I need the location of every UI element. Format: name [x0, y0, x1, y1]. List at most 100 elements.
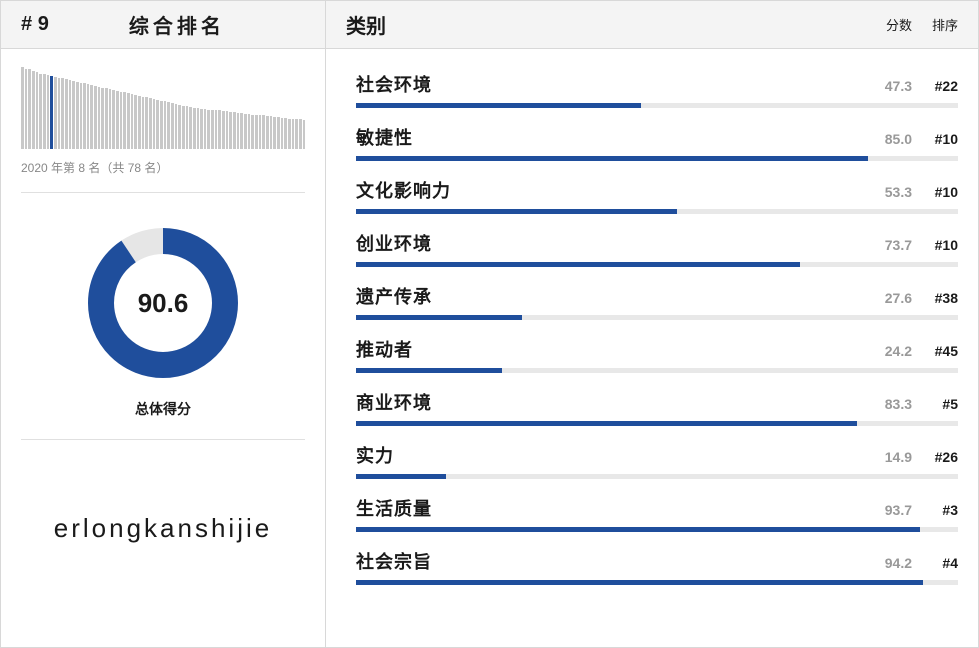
category-bar-fill — [356, 209, 677, 214]
category-name: 生活质量 — [356, 495, 870, 521]
category-name: 敏捷性 — [356, 124, 870, 150]
distribution-bar — [65, 79, 68, 149]
category-bar-fill — [356, 315, 522, 320]
category-bar-fill — [356, 262, 800, 267]
category-bar-track — [356, 103, 958, 108]
distribution-bar — [233, 112, 236, 149]
distribution-bar — [277, 117, 280, 149]
distribution-bar — [295, 119, 298, 149]
distribution-bar — [28, 69, 31, 149]
distribution-bar — [149, 98, 152, 149]
distribution-bar — [69, 80, 72, 149]
category-row-top: 文化影响力53.3#10 — [356, 177, 958, 203]
distribution-bar — [204, 109, 207, 149]
category-row-top: 生活质量93.7#3 — [356, 495, 958, 521]
distribution-bar — [186, 106, 189, 149]
svg-text:90.6: 90.6 — [138, 288, 189, 318]
category-score: 83.3 — [870, 396, 912, 412]
category-row: 生活质量93.7#3 — [356, 495, 958, 532]
left-body: 2020 年第 8 名（共 78 名） 90.6 总体得分 erlongkans… — [1, 49, 325, 647]
distribution-bar — [259, 115, 262, 149]
distribution-bar — [25, 69, 28, 149]
distribution-bar — [266, 116, 269, 149]
category-score: 85.0 — [870, 131, 912, 147]
distribution-bar — [303, 120, 306, 149]
category-name: 商业环境 — [356, 389, 870, 415]
rank-digit: 9 — [38, 13, 49, 35]
category-name: 文化影响力 — [356, 177, 870, 203]
distribution-bar — [153, 99, 156, 149]
category-score: 24.2 — [870, 343, 912, 359]
category-bar-fill — [356, 103, 641, 108]
category-bar-fill — [356, 474, 446, 479]
distribution-bar — [200, 109, 203, 149]
category-row-top: 敏捷性85.0#10 — [356, 124, 958, 150]
donut-label: 总体得分 — [135, 399, 191, 419]
distribution-bar — [32, 71, 35, 149]
category-rank: #38 — [912, 290, 958, 306]
category-score: 14.9 — [870, 449, 912, 465]
distribution-bar — [171, 103, 174, 149]
category-score: 73.7 — [870, 237, 912, 253]
distribution-bar — [105, 88, 108, 149]
distribution-bar — [131, 94, 134, 149]
dashboard: # 9 综合排名 2020 年第 8 名（共 78 名） 90.6 总体得分 e… — [0, 0, 979, 648]
category-bar-track — [356, 262, 958, 267]
distribution-bar — [116, 91, 119, 149]
category-row: 社会宗旨94.2#4 — [356, 548, 958, 585]
category-rank: #4 — [912, 555, 958, 571]
category-bar-track — [356, 527, 958, 532]
category-rank: #26 — [912, 449, 958, 465]
distribution-bar — [138, 96, 141, 149]
category-name: 推动者 — [356, 336, 870, 362]
distribution-bar — [43, 74, 46, 149]
distribution-bar — [167, 102, 170, 149]
distribution-bar — [36, 72, 39, 149]
category-row-top: 商业环境83.3#5 — [356, 389, 958, 415]
distribution-bar — [142, 97, 145, 149]
donut-chart-wrap: 90.6 总体得分 — [21, 193, 305, 439]
category-bar-fill — [356, 580, 923, 585]
distribution-bar — [94, 86, 97, 149]
distribution-bar — [244, 114, 247, 149]
category-score: 27.6 — [870, 290, 912, 306]
categories-header-rank: 排序 — [912, 15, 958, 34]
category-row-top: 社会宗旨94.2#4 — [356, 548, 958, 574]
distribution-bar — [98, 87, 101, 149]
category-bar-track — [356, 209, 958, 214]
distribution-bar — [58, 78, 61, 149]
donut-chart: 90.6 — [83, 223, 243, 383]
left-panel: # 9 综合排名 2020 年第 8 名（共 78 名） 90.6 总体得分 e… — [1, 1, 326, 647]
distribution-bar — [101, 88, 104, 150]
category-row: 实力14.9#26 — [356, 442, 958, 479]
category-name: 社会宗旨 — [356, 548, 870, 574]
distribution-bar — [222, 111, 225, 149]
distribution-bar — [193, 108, 196, 149]
category-row-top: 实力14.9#26 — [356, 442, 958, 468]
overall-rank-title: 综合排名 — [89, 10, 305, 39]
category-score: 53.3 — [870, 184, 912, 200]
distribution-bar — [47, 75, 50, 149]
category-rank: #10 — [912, 131, 958, 147]
distribution-bar — [54, 77, 57, 149]
distribution-bar — [61, 78, 64, 149]
category-bar-track — [356, 156, 958, 161]
category-rank: #22 — [912, 78, 958, 94]
category-bar-fill — [356, 527, 920, 532]
category-row-top: 遗产传承27.6#38 — [356, 283, 958, 309]
right-panel: 类别 分数 排序 社会环境47.3#22敏捷性85.0#10文化影响力53.3#… — [326, 1, 978, 647]
distribution-bar — [207, 110, 210, 149]
distribution-bar — [226, 111, 229, 149]
distribution-bar — [112, 90, 115, 149]
distribution-bar — [248, 114, 251, 149]
category-bar-track — [356, 368, 958, 373]
distribution-bar — [175, 104, 178, 149]
categories-header-title: 类别 — [346, 10, 870, 39]
rank-prefix: # — [21, 13, 38, 35]
right-header: 类别 分数 排序 — [326, 1, 978, 49]
distribution-bar — [240, 113, 243, 149]
distribution-bar — [145, 97, 148, 149]
category-score: 47.3 — [870, 78, 912, 94]
distribution-bar — [164, 101, 167, 149]
distribution-bar — [123, 92, 126, 149]
